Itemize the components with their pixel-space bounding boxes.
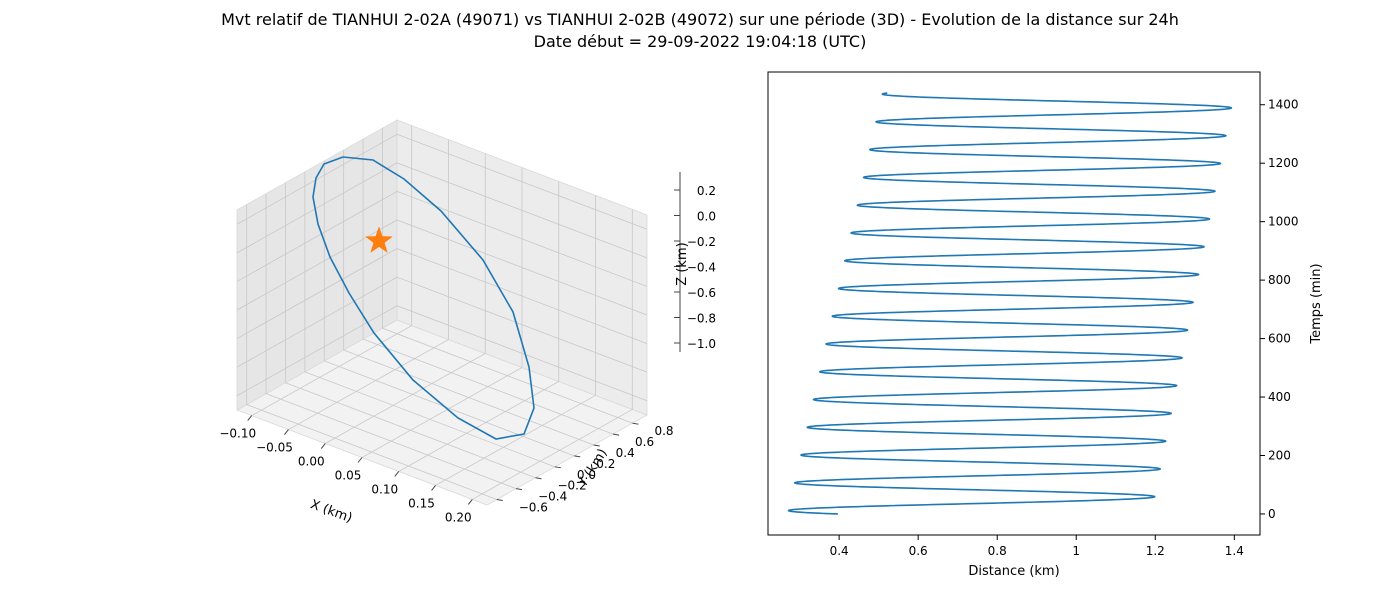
y-tick-label: 0.6 (635, 435, 654, 449)
grid-line-z (236, 305, 648, 402)
x-axis-label: Distance (km) (968, 564, 1059, 579)
y-tick-label: 200 (1268, 448, 1291, 462)
figure-title-line-1: Mvt relatif de TIANHUI 2-02A (49071) vs … (221, 10, 1179, 29)
y-tick-label: 1000 (1268, 215, 1299, 229)
x-tick-label: 1.2 (1146, 544, 1165, 558)
y-axis-label: Temps (min) (1309, 263, 1324, 344)
grid-line-y (362, 139, 614, 435)
y-tick (516, 488, 523, 491)
z-tick-label: −0.2 (687, 235, 716, 249)
z-tick-label: 0.0 (697, 210, 716, 224)
grid-line-y (285, 182, 536, 479)
x-axis-label: X (km) (308, 497, 354, 526)
figure-title-line-2: Date début = 29-09-2022 19:04:18 (UTC) (533, 32, 867, 51)
grid-line-y (304, 171, 556, 468)
z-tick-label: −0.8 (687, 312, 716, 326)
grid-line-x (325, 153, 486, 444)
y-tick (632, 422, 639, 425)
grid-line-y (343, 150, 594, 446)
grid-line-y (265, 193, 517, 490)
x-tick-label: 1.4 (1225, 544, 1244, 558)
x-tick-label: 0.8 (988, 544, 1007, 558)
x-tick (431, 485, 436, 491)
grid-line-x (361, 167, 523, 458)
grid-line-y (323, 160, 575, 457)
x-tick (357, 457, 363, 463)
distance-series-line (787, 92, 1233, 515)
y-tick-label: 400 (1268, 390, 1291, 404)
trajectory-line (312, 156, 535, 440)
x-tick-label: 0.10 (371, 482, 398, 496)
x-tick-label: 1 (1072, 544, 1080, 558)
x-tick (247, 415, 253, 421)
grid-line-z (236, 162, 648, 259)
y-tick (496, 499, 503, 502)
trajectory-3d-plot: −0.10−0.05 0.00 0.05 0.10 0.15 0.20 X (km) −0.6… (219, 119, 716, 526)
z-tick-label: −0.6 (687, 286, 716, 300)
y-tick-label: −0.6 (519, 501, 548, 515)
y-tick (612, 433, 620, 436)
y-tick (554, 466, 561, 469)
y-tick-label: 0.2 (596, 457, 615, 471)
z-tick-label: −1.0 (687, 337, 716, 351)
origin-star-marker (364, 226, 394, 253)
x-tick-label: 0.4 (830, 544, 849, 558)
y-tick (574, 455, 581, 458)
x-tick-label: 0.20 (445, 510, 472, 524)
y-tick-label: 1200 (1268, 156, 1299, 170)
y-tick-label: −0.2 (557, 479, 586, 493)
grid-line-z (236, 276, 648, 373)
y-tick (535, 477, 542, 480)
y-tick-label: 800 (1268, 273, 1291, 287)
y-tick-label: 0 (1268, 507, 1276, 521)
y-tick-label: 0.8 (654, 424, 673, 438)
y-tick-label: 1400 (1268, 98, 1299, 112)
x-tick (320, 443, 326, 449)
grid-line-z (236, 133, 648, 230)
grid-line-z (236, 219, 648, 316)
grid-line-x (472, 209, 633, 500)
y-tick-label: −0.4 (538, 490, 567, 504)
y-tick-label: 0.4 (616, 446, 635, 460)
grid-line-z (236, 248, 648, 344)
z-axis-label: Z (km) (675, 242, 690, 285)
x-tick (394, 471, 400, 477)
grid-line-x (288, 139, 449, 430)
x-tick-label: −0.10 (219, 427, 256, 441)
x-tick-label: −0.05 (256, 441, 293, 455)
grid-line-x (398, 181, 560, 472)
distance-time-plot: 0.4 0.6 0.8 1 1.2 1.4 Distance (km) 0 200 400 600 8… (767, 71, 1324, 579)
z-tick-label: −0.4 (687, 261, 716, 275)
grid-line-z (236, 190, 648, 287)
grid-line-y (246, 204, 497, 500)
x-tick-label: 0.00 (298, 455, 325, 469)
grid-line-y (382, 128, 633, 424)
x-tick (284, 429, 289, 435)
y-tick (593, 444, 600, 447)
x-tick (467, 499, 473, 505)
grid-line-x (251, 125, 413, 416)
x-tick-label: 0.05 (335, 469, 362, 483)
x-tick-label: 0.15 (408, 496, 435, 510)
grid-line-x (435, 195, 596, 486)
z-tick-label: 0.2 (697, 184, 716, 198)
y-tick-label: 0.0 (577, 468, 596, 482)
x-tick-label: 0.6 (909, 544, 928, 558)
y-tick-label: 600 (1268, 332, 1291, 346)
